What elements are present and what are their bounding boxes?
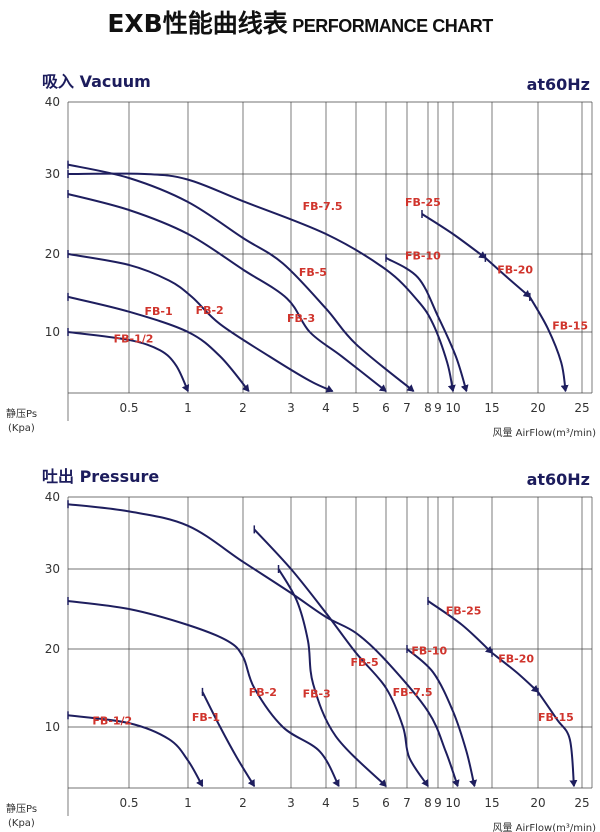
x-tick-label: 15	[484, 796, 499, 810]
x-tick-label: 10	[445, 796, 460, 810]
y-tick-label: 20	[45, 247, 60, 261]
y-tick-label: 40	[45, 490, 60, 504]
x-tick-label: 6	[382, 796, 390, 810]
x-tick-label: 5	[352, 796, 360, 810]
curve-fb-1	[67, 295, 250, 392]
series-label: FB-5	[351, 656, 379, 669]
x-tick-label: 5	[352, 401, 360, 415]
page-title: EXB性能曲线表 PERFORMANCE CHART	[0, 4, 600, 40]
x-tick-label: 7	[403, 796, 411, 810]
x-axis-label: 风量 AirFlow(m³/min)	[492, 822, 596, 832]
curve-fb-10	[385, 257, 469, 393]
x-tick-label: 7	[403, 401, 411, 415]
x-tick-label: 4	[322, 796, 330, 810]
x-tick-label: 1	[184, 796, 192, 810]
chart-title: 吸入 Vacuum	[42, 72, 151, 91]
series-label: FB-20	[498, 652, 534, 665]
series-label: FB-1/2	[114, 332, 154, 345]
curve-fb-7-5	[67, 172, 456, 393]
y-tick-label: 30	[45, 562, 60, 576]
x-tick-label: 20	[530, 796, 545, 810]
y-tick-label: 40	[45, 95, 60, 109]
series-label: FB-3	[287, 312, 315, 325]
curve-fb-15	[537, 691, 578, 788]
series-label: FB-10	[411, 644, 447, 657]
x-tick-label: 2	[239, 796, 247, 810]
y-tick-label: 20	[45, 642, 60, 656]
series-label: FB-1	[145, 305, 173, 318]
x-tick-label: 2	[239, 401, 247, 415]
x-axis-label: 风量 AirFlow(m³/min)	[492, 427, 596, 439]
x-tick-label: 25	[574, 401, 589, 415]
y-axis-label: 静压Ps	[6, 407, 37, 420]
x-tick-label: 20	[530, 401, 545, 415]
y-axis-unit: (Kpa)	[8, 818, 35, 829]
curve-fb-2	[67, 600, 340, 788]
y-tick-label: 10	[45, 720, 60, 734]
curve-fb-20	[484, 257, 531, 298]
series-label: FB-3	[303, 687, 331, 700]
title-main: EXB性能曲线表	[107, 9, 288, 38]
curve-fb-2	[67, 253, 334, 393]
series-label: FB-20	[497, 264, 533, 277]
curve-fb-1-2	[67, 714, 204, 788]
series-label: FB-5	[299, 266, 327, 279]
curve-fb-25	[427, 600, 493, 654]
curve-fb-5	[253, 528, 429, 788]
series-label: FB-7.5	[303, 200, 343, 213]
curve-fb-1-2	[67, 331, 190, 393]
series-label: FB-15	[538, 711, 574, 724]
series-label: FB-1/2	[92, 715, 132, 728]
x-tick-label: 15	[484, 401, 499, 415]
x-tick-label: 9	[434, 796, 442, 810]
x-tick-label: 8	[424, 401, 432, 415]
x-tick-label: 3	[287, 401, 295, 415]
y-axis-unit: (Kpa)	[8, 423, 35, 434]
x-tick-label: 0.5	[119, 401, 138, 415]
curve-fb-3	[277, 568, 387, 787]
curve-fb-20	[491, 652, 539, 693]
x-tick-label: 1	[184, 401, 192, 415]
series-label: FB-2	[196, 304, 224, 317]
x-tick-label: 8	[424, 796, 432, 810]
x-tick-label: 10	[445, 401, 460, 415]
frequency-label: at60Hz	[527, 75, 590, 94]
curve-fb-25	[421, 213, 487, 259]
series-label: FB-10	[405, 249, 441, 262]
y-tick-label: 10	[45, 325, 60, 339]
y-axis-label: 静压Ps	[6, 802, 37, 815]
series-label: FB-15	[552, 320, 588, 333]
curve-fb-15	[528, 296, 569, 393]
x-tick-label: 4	[322, 401, 330, 415]
x-tick-label: 6	[382, 401, 390, 415]
curve-fb-5	[67, 163, 415, 392]
series-label: FB-7.5	[393, 686, 433, 699]
y-tick-label: 30	[45, 167, 60, 181]
curve-fb-7-5	[67, 503, 460, 788]
x-tick-label: 0.5	[119, 796, 138, 810]
chart-title: 吐出 Pressure	[42, 467, 159, 486]
curve-fb-1	[201, 691, 256, 788]
series-label: FB-2	[249, 686, 277, 699]
curve-fb-10	[406, 648, 478, 788]
series-label: FB-25	[405, 196, 441, 209]
x-tick-label: 9	[434, 401, 442, 415]
series-label: FB-25	[446, 605, 482, 618]
series-label: FB-1	[192, 711, 220, 724]
x-tick-label: 3	[287, 796, 295, 810]
title-sub: PERFORMANCE CHART	[292, 16, 493, 36]
frequency-label: at60Hz	[527, 470, 590, 489]
x-tick-label: 25	[574, 796, 589, 810]
curve-fb-3	[67, 193, 387, 392]
